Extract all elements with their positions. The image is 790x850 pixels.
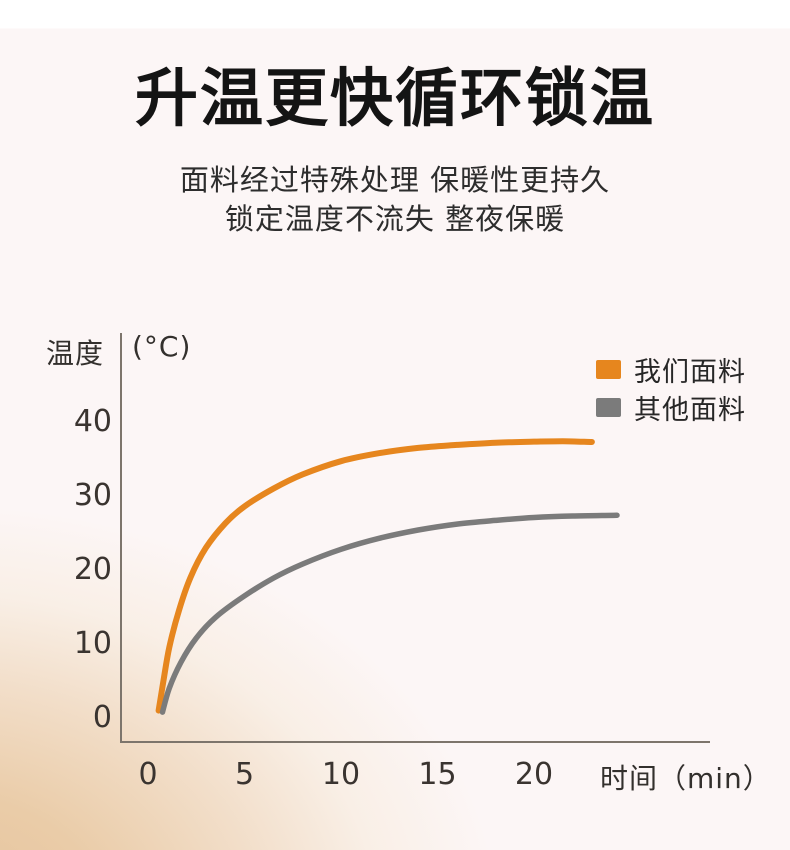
series-line <box>155 438 595 714</box>
y-tick-label: 40 <box>73 404 112 439</box>
y-tick-label: 30 <box>73 478 112 513</box>
x-axis-line <box>120 741 710 743</box>
our-fabric-swatch-icon <box>596 359 621 379</box>
y-axis-unit: (°C) <box>132 330 192 363</box>
page-title: 升温更快循环锁温 <box>135 61 655 135</box>
y-axis-title: 温度 <box>46 337 105 370</box>
x-tick-label: 20 <box>514 757 554 792</box>
series-line <box>159 512 620 715</box>
other-fabric-swatch-icon <box>596 397 621 417</box>
subtitle: 面料经过特殊处理 保暖性更持久 锁定温度不流失 整夜保暖 <box>0 161 790 239</box>
y-axis-line <box>120 333 122 743</box>
x-tick-label: 0 <box>138 757 158 792</box>
legend-item-our-fabric: 我们面料 <box>596 350 746 388</box>
y-tick-label: 20 <box>73 552 112 587</box>
legend-label: 我们面料 <box>634 356 746 388</box>
line-plot <box>155 438 620 715</box>
x-axis-title: 时间（min） <box>600 762 772 795</box>
x-tick-label: 5 <box>234 757 255 792</box>
chart-legend: 我们面料 其他面料 <box>596 350 746 426</box>
subtitle-line-2: 锁定温度不流失 整夜保暖 <box>224 202 566 236</box>
x-tick-label: 10 <box>321 757 361 792</box>
legend-label: 其他面料 <box>634 394 746 426</box>
y-tick-label: 10 <box>73 626 112 661</box>
legend-item-other-fabric: 其他面料 <box>596 388 746 426</box>
x-tick-label: 15 <box>418 757 457 792</box>
y-tick-label: 0 <box>92 700 112 735</box>
subtitle-line-1: 面料经过特殊处理 保暖性更持久 <box>179 163 611 197</box>
